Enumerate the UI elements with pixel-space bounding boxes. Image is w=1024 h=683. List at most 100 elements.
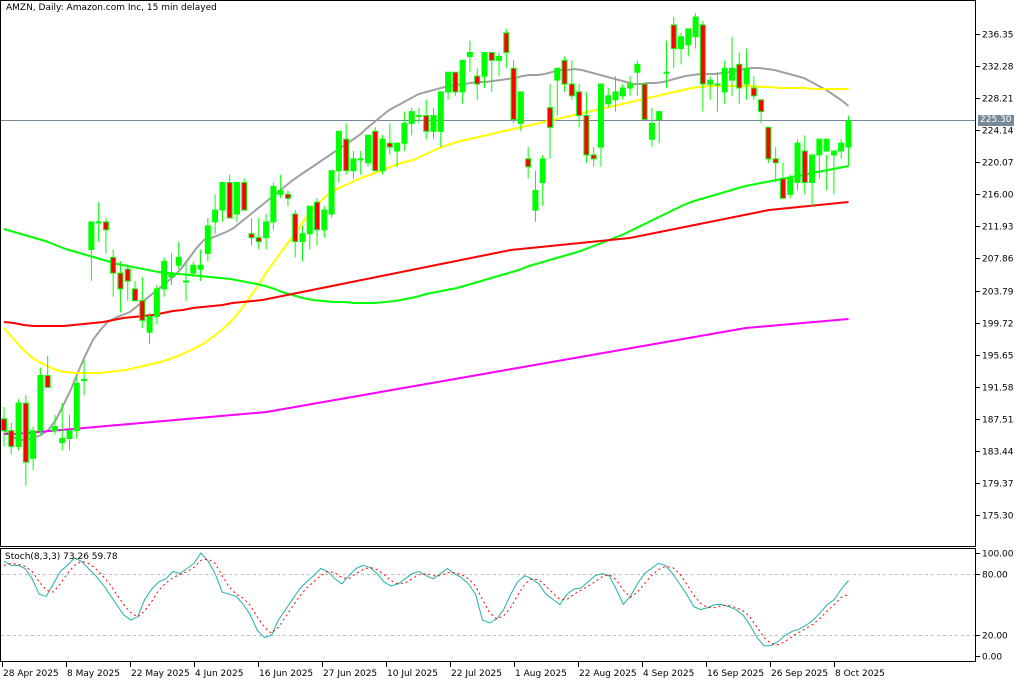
bearish-candle (641, 83, 648, 120)
candlesticks (1, 13, 852, 486)
price-tick-label: 187.51 (982, 416, 1014, 426)
bullish-candle (430, 115, 437, 132)
time-axis: 28 Apr 2025 8 May 2025 22 May 2025 4 Jun 20… (2, 662, 885, 679)
bullish-candle (233, 182, 240, 215)
stochastic-main-line (3, 552, 849, 647)
bearish-candle (583, 115, 590, 156)
bearish-candle (736, 63, 743, 89)
bullish-candle (379, 138, 386, 172)
bearish-candle (503, 32, 510, 54)
date-tick-label: 8 Oct 2025 (835, 669, 885, 679)
bullish-candle (357, 158, 364, 161)
bullish-candle (365, 134, 371, 164)
bearish-candle (474, 75, 481, 85)
bullish-candle (350, 158, 357, 172)
date-tick-label: 16 Sep 2025 (707, 669, 764, 679)
bullish-candle (656, 111, 663, 120)
bearish-candle (139, 300, 146, 321)
bearish-candle (758, 99, 765, 113)
bearish-candle (801, 150, 808, 184)
price-tick-label: 203.79 (982, 288, 1014, 298)
bullish-candle (721, 67, 728, 93)
bullish-candle (845, 120, 852, 148)
bullish-candle (306, 205, 313, 235)
bullish-candle (743, 67, 750, 85)
bullish-candle (66, 430, 73, 440)
price-tick-label: 183.44 (982, 448, 1014, 458)
bullish-candle (415, 115, 422, 118)
moving-average-line (3, 165, 849, 304)
bearish-candle (779, 178, 786, 199)
bearish-candle (386, 142, 393, 148)
bullish-candle (830, 150, 837, 156)
bearish-candle (343, 138, 350, 172)
bullish-candle (299, 233, 306, 243)
bullish-candle (204, 225, 211, 254)
bullish-candle (15, 402, 22, 447)
bearish-candle (765, 126, 772, 160)
bullish-candle (146, 315, 153, 333)
stochastic-pane[interactable] (0, 548, 976, 662)
date-tick-label: 4 Jun 2025 (195, 669, 243, 679)
date-tick-label: 22 Aug 2025 (579, 669, 637, 679)
bullish-candle (794, 142, 801, 184)
bullish-candle (88, 221, 95, 250)
price-tick-label: 236.35 (982, 31, 1014, 41)
date-tick-label: 4 Sep 2025 (643, 669, 694, 679)
bullish-candle (809, 154, 816, 184)
moving-average-line (3, 67, 850, 441)
bullish-candle (394, 142, 401, 152)
bullish-candle (678, 36, 685, 50)
stochastic-tick-label: 80.00 (982, 571, 1008, 581)
bearish-candle (292, 213, 299, 243)
price-tick-label: 211.93 (982, 223, 1014, 233)
price-tick-label: 228.21 (982, 95, 1014, 105)
bearish-candle (22, 402, 29, 463)
price-axis: 236.35 232.28 228.21 224.14 220.07 216.00 211.… (976, 31, 1014, 522)
bullish-candle (714, 83, 721, 86)
bearish-candle (750, 87, 757, 97)
price-tick-label: 191.58 (982, 384, 1014, 394)
price-tick-label: 207.86 (982, 255, 1014, 265)
bearish-candle (110, 256, 117, 274)
bullish-candle (212, 209, 219, 223)
bearish-candle (488, 52, 495, 61)
date-tick-label: 8 May 2025 (67, 669, 120, 679)
stochastic-axis: 100.00 80.00 20.00 0.00 (976, 550, 1014, 663)
bullish-candle (81, 378, 88, 381)
bullish-candle (685, 28, 692, 46)
price-tick-label: 179.37 (982, 480, 1014, 490)
bearish-candle (510, 67, 517, 120)
moving-average-line (4, 318, 849, 435)
bearish-candle (1, 418, 7, 432)
stochastic-lines (3, 552, 849, 647)
price-tick-label: 232.28 (982, 63, 1014, 73)
bearish-candle (117, 272, 124, 290)
date-tick-label: 10 Jul 2025 (387, 669, 438, 679)
bullish-candle (168, 272, 175, 278)
bullish-candle (729, 67, 735, 81)
stochastic-tick-label: 0.00 (982, 653, 1002, 663)
bullish-candle (554, 67, 561, 81)
date-tick-label: 28 Apr 2025 (3, 669, 59, 679)
bullish-candle (605, 95, 612, 105)
date-tick-label: 26 Sep 2025 (771, 669, 828, 679)
bullish-candle (627, 83, 634, 89)
bearish-candle (561, 59, 568, 85)
price-tick-label: 220.07 (982, 159, 1014, 169)
stochastic-level-lines (1, 574, 975, 636)
bearish-candle (44, 375, 51, 388)
bullish-candle (648, 122, 655, 140)
bullish-candle (401, 122, 408, 144)
bullish-candle (437, 91, 444, 132)
bullish-candle (532, 189, 539, 211)
bearish-candle (8, 430, 15, 447)
bullish-candle (663, 71, 670, 74)
bullish-candle (408, 111, 415, 124)
bearish-candle (699, 24, 706, 85)
stochastic-tick-label: 100.00 (982, 550, 1014, 560)
bearish-candle (525, 158, 532, 168)
bullish-candle (175, 256, 182, 266)
current-price-tag: 225.30 (978, 115, 1014, 126)
